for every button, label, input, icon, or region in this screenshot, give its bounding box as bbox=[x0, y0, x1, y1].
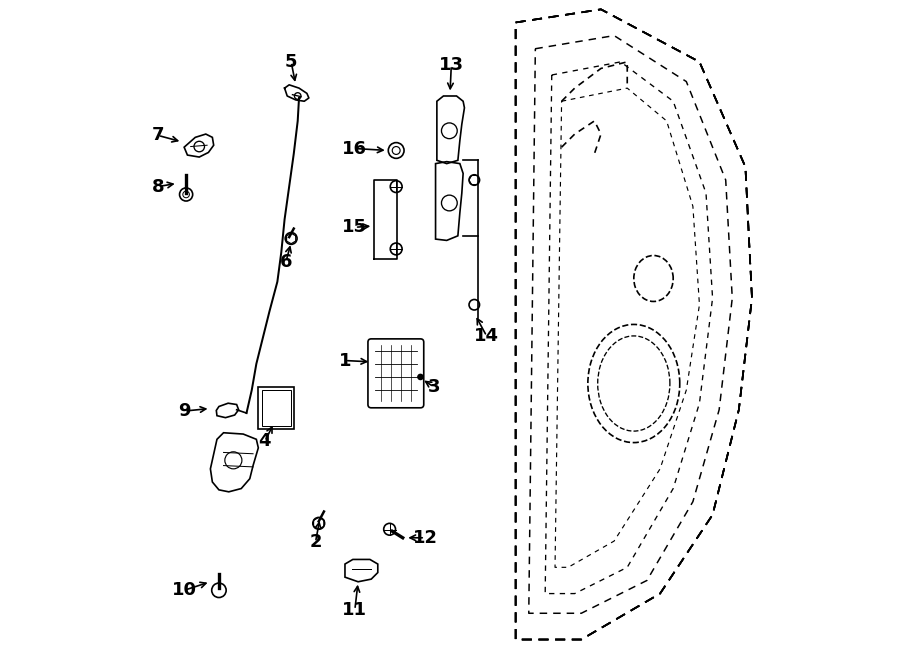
Text: 5: 5 bbox=[285, 53, 297, 71]
Text: 4: 4 bbox=[258, 432, 271, 450]
Text: 2: 2 bbox=[310, 534, 321, 551]
Text: 12: 12 bbox=[412, 529, 437, 547]
Text: 3: 3 bbox=[428, 378, 440, 396]
Text: 15: 15 bbox=[342, 218, 367, 236]
Text: 8: 8 bbox=[151, 177, 164, 195]
Circle shape bbox=[418, 374, 423, 379]
Text: 1: 1 bbox=[338, 352, 351, 369]
Text: 7: 7 bbox=[151, 126, 164, 144]
Text: 10: 10 bbox=[172, 581, 196, 599]
Text: 16: 16 bbox=[342, 140, 367, 158]
Text: 14: 14 bbox=[474, 327, 500, 346]
Text: 13: 13 bbox=[439, 56, 464, 74]
Text: 11: 11 bbox=[342, 601, 367, 619]
Text: 6: 6 bbox=[280, 253, 292, 271]
Text: 9: 9 bbox=[178, 402, 191, 420]
Bar bbox=[262, 390, 291, 426]
Bar bbox=[258, 387, 294, 430]
